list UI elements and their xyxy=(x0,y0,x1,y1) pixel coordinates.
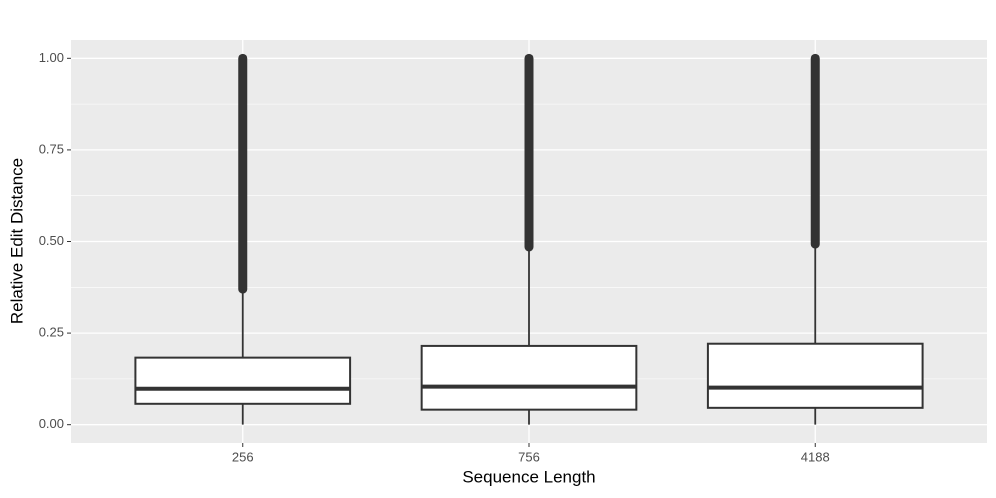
x-tick-label: 4188 xyxy=(801,449,830,464)
y-tick-label: 0.25 xyxy=(39,325,64,340)
x-tick-label: 756 xyxy=(518,449,540,464)
box xyxy=(420,344,638,411)
box xyxy=(706,342,924,409)
y-tick-label: 0.75 xyxy=(39,141,64,156)
x-axis-title: Sequence Length xyxy=(462,467,595,486)
y-axis-title: Relative Edit Distance xyxy=(7,158,26,324)
x-tick-label: 256 xyxy=(232,449,254,464)
box xyxy=(134,356,352,405)
y-tick-label: 0.00 xyxy=(39,416,64,431)
y-tick-label: 1.00 xyxy=(39,50,64,65)
y-tick-label: 0.50 xyxy=(39,233,64,248)
